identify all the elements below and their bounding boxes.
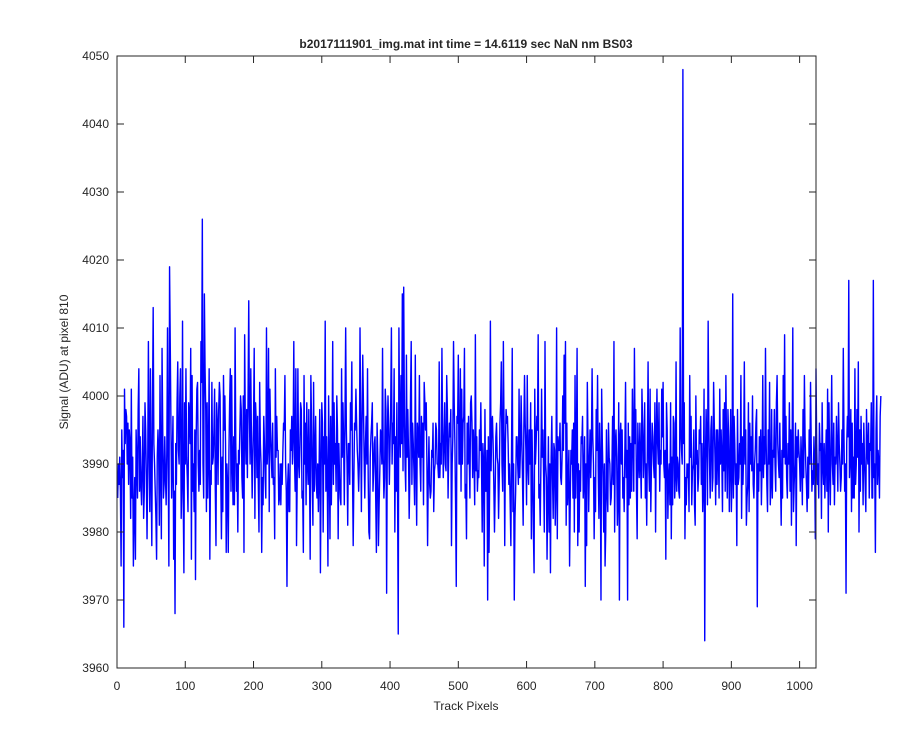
y-tick-label: 4020 (82, 253, 109, 267)
axes-background (117, 56, 816, 668)
y-tick-label: 3980 (82, 525, 109, 539)
series-line-0 (116, 68, 882, 642)
x-axis: 0 100 200 300 400 500 600 700 800 900 1000 (114, 56, 813, 693)
y-axis-label: Signal (ADU) at pixel 810 (57, 294, 71, 429)
x-axis-label: Track Pixels (434, 699, 499, 713)
x-tick-label: 100 (175, 679, 195, 693)
y-tick-label: 3970 (82, 593, 109, 607)
y-tick-label: 4050 (82, 49, 109, 63)
x-tick-label: 400 (380, 679, 400, 693)
x-tick-label: 700 (585, 679, 605, 693)
x-tick-label: 0 (114, 679, 121, 693)
x-tick-label: 800 (653, 679, 673, 693)
y-tick-label: 3990 (82, 457, 109, 471)
y-axis: 3960 3970 3980 3990 4000 4010 4020 4030 4040 4050 (82, 49, 816, 675)
y-tick-label: 4000 (82, 389, 109, 403)
x-tick-label: 300 (312, 679, 332, 693)
y-tick-label: 3960 (82, 661, 109, 675)
x-tick-label: 600 (517, 679, 537, 693)
y-tick-label: 4040 (82, 117, 109, 131)
x-tick-label: 1000 (786, 679, 813, 693)
y-tick-label: 4010 (82, 321, 109, 335)
x-tick-label: 500 (448, 679, 468, 693)
x-tick-label: 900 (721, 679, 741, 693)
series-layer (116, 68, 882, 642)
x-tick-label: 200 (244, 679, 264, 693)
chart-title: b2017111901_img.mat int time = 14.6119 s… (299, 37, 633, 51)
axes-box (116, 55, 817, 669)
y-tick-label: 4030 (82, 185, 109, 199)
